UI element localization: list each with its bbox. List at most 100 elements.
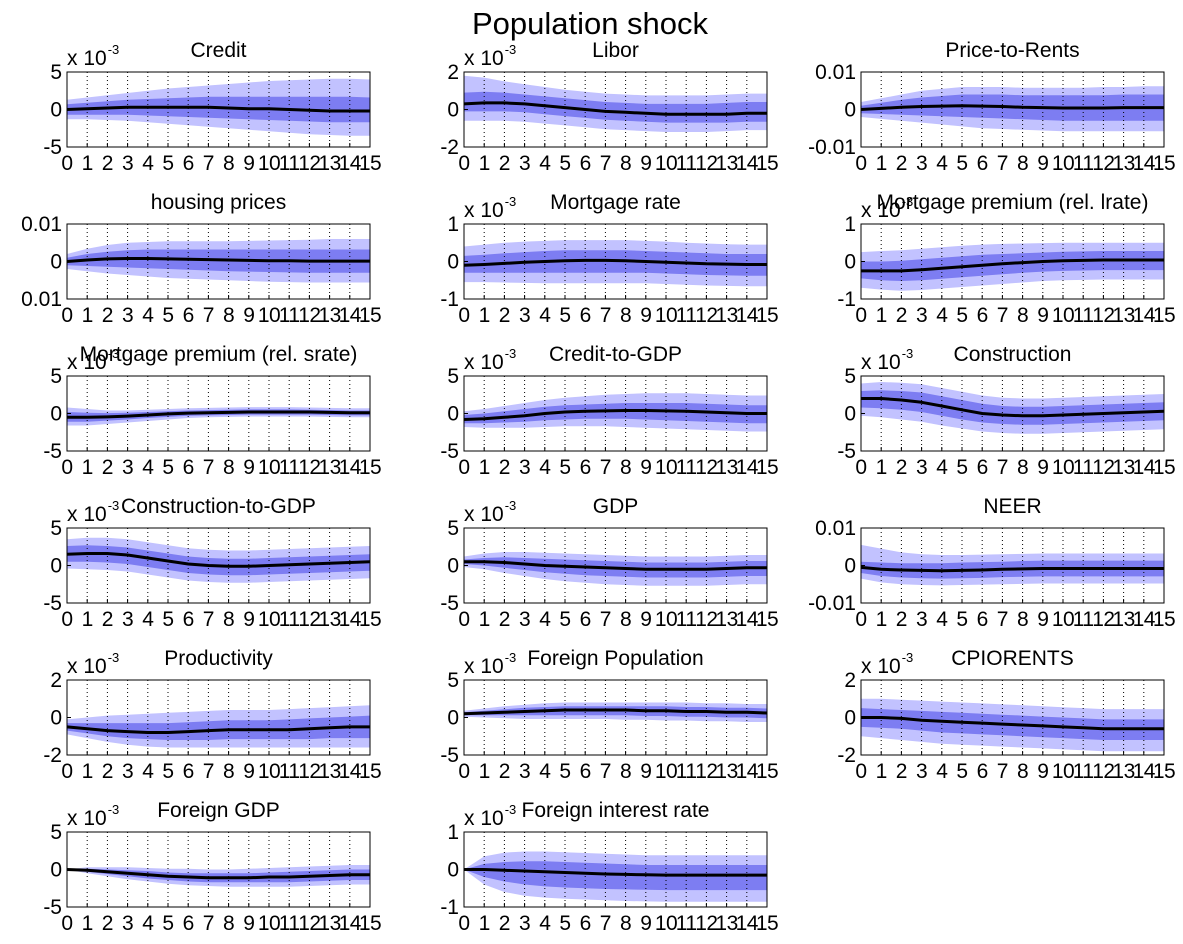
x-tick-label: 3 [122, 760, 133, 783]
y-tick-label: 2 [844, 669, 856, 692]
x-tick-label: 12 [695, 456, 717, 479]
x-tick-label: 0 [458, 760, 469, 783]
x-tick-label: 11 [676, 152, 697, 175]
x-tick-label: 12 [298, 608, 320, 631]
x-tick-label: 6 [580, 304, 591, 327]
x-tick-label: 9 [243, 608, 254, 631]
x-tick-label: 11 [1073, 152, 1094, 175]
panel-title: NEER [983, 495, 1041, 518]
x-tick-label: 0 [855, 456, 866, 479]
x-tick-label: 6 [183, 912, 194, 935]
axis-multiplier-exponent: -3 [902, 650, 914, 665]
x-tick-label: 2 [102, 304, 113, 327]
x-tick-label: 10 [1052, 456, 1074, 479]
x-tick-label: 3 [122, 304, 133, 327]
x-tick-label: 9 [640, 760, 651, 783]
y-tick-label: -5 [837, 440, 856, 463]
x-tick-label: 14 [736, 608, 759, 631]
x-tick-label: 11 [676, 608, 697, 631]
x-tick-label: 9 [1037, 760, 1048, 783]
inner-confidence-band [464, 706, 767, 719]
x-tick-label: 2 [499, 304, 510, 327]
x-tick-label: 13 [1112, 456, 1134, 479]
axis-multiplier: x 10 [464, 655, 504, 678]
panel-title: Construction [954, 343, 1072, 366]
panel-title: Foreign interest rate [522, 799, 710, 822]
x-tick-label: 6 [977, 760, 988, 783]
y-tick-label: 5 [50, 517, 62, 540]
x-tick-label: 2 [896, 608, 907, 631]
x-tick-label: 10 [1052, 304, 1074, 327]
x-tick-label: 7 [997, 760, 1008, 783]
x-tick-label: 9 [243, 760, 254, 783]
x-tick-label: 14 [1133, 456, 1156, 479]
x-tick-label: 3 [122, 456, 133, 479]
x-tick-label: 2 [102, 912, 113, 935]
x-tick-label: 13 [715, 152, 737, 175]
x-tick-label: 1 [82, 456, 93, 479]
x-tick-label: 9 [1037, 152, 1048, 175]
x-tick-label: 14 [736, 304, 759, 327]
x-tick-label: 11 [279, 456, 300, 479]
median-line [861, 716, 1164, 731]
axis-multiplier-exponent: -3 [902, 194, 914, 209]
x-tick-label: 5 [162, 304, 173, 327]
x-tick-label: 0 [61, 912, 72, 935]
x-tick-label: 15 [359, 608, 381, 631]
x-tick-label: 4 [142, 304, 154, 327]
x-tick-label: 2 [896, 760, 907, 783]
axis-multiplier: x 10 [464, 199, 504, 222]
median-line [464, 868, 767, 877]
y-tick-label: 1 [447, 213, 459, 236]
x-tick-label: 6 [183, 760, 194, 783]
x-tick-label: 7 [600, 456, 611, 479]
median-line [463, 101, 767, 116]
x-tick-label: 2 [896, 304, 907, 327]
x-tick-label: 1 [479, 456, 490, 479]
x-tick-label: 8 [1017, 304, 1028, 327]
y-tick-label: 0 [50, 555, 62, 578]
x-tick-label: 3 [519, 456, 530, 479]
x-tick-label: 10 [655, 304, 677, 327]
x-tick-label: 6 [183, 152, 194, 175]
x-tick-label: 7 [203, 608, 214, 631]
inner-confidence-band [464, 250, 767, 276]
x-tick-label: 10 [258, 912, 280, 935]
x-tick-label: 15 [756, 608, 778, 631]
median-line [66, 552, 371, 568]
x-tick-label: 15 [756, 760, 778, 783]
x-tick-label: 1 [479, 304, 490, 327]
x-tick-label: 6 [580, 608, 591, 631]
x-tick-label: 1 [82, 304, 93, 327]
x-tick-label: 12 [1092, 608, 1114, 631]
x-tick-label: 12 [695, 304, 717, 327]
x-tick-label: 3 [122, 152, 133, 175]
x-tick-label: 14 [736, 760, 759, 783]
x-tick-label: 15 [1153, 152, 1175, 175]
x-tick-label: 7 [203, 760, 214, 783]
y-tick-label: 5 [50, 821, 62, 844]
median-line [464, 560, 767, 571]
y-tick-label: 0.01 [21, 288, 62, 311]
x-tick-label: 14 [736, 152, 759, 175]
x-tick-label: 10 [1052, 760, 1074, 783]
x-tick-label: 15 [1153, 760, 1175, 783]
x-tick-label: 9 [243, 456, 254, 479]
x-tick-label: 8 [620, 912, 631, 935]
y-tick-label: 0 [447, 707, 459, 730]
x-tick-label: 11 [279, 608, 300, 631]
x-tick-label: 11 [1073, 608, 1094, 631]
y-tick-label: -5 [43, 136, 62, 159]
axis-multiplier: x 10 [464, 503, 504, 526]
median-line [66, 257, 370, 263]
axis-multiplier-exponent: -3 [108, 498, 120, 513]
y-tick-label: 0 [447, 251, 459, 274]
x-tick-label: 4 [936, 760, 948, 783]
x-tick-label: 11 [279, 912, 300, 935]
